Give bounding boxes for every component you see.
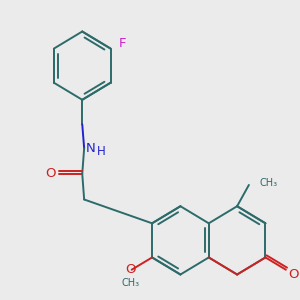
- Text: O: O: [46, 167, 56, 180]
- Text: N: N: [86, 142, 96, 155]
- Text: O: O: [288, 268, 298, 281]
- Text: F: F: [119, 37, 127, 50]
- Text: CH₃: CH₃: [122, 278, 140, 288]
- Text: H: H: [97, 145, 105, 158]
- Text: O: O: [126, 263, 136, 276]
- Text: CH₃: CH₃: [260, 178, 278, 188]
